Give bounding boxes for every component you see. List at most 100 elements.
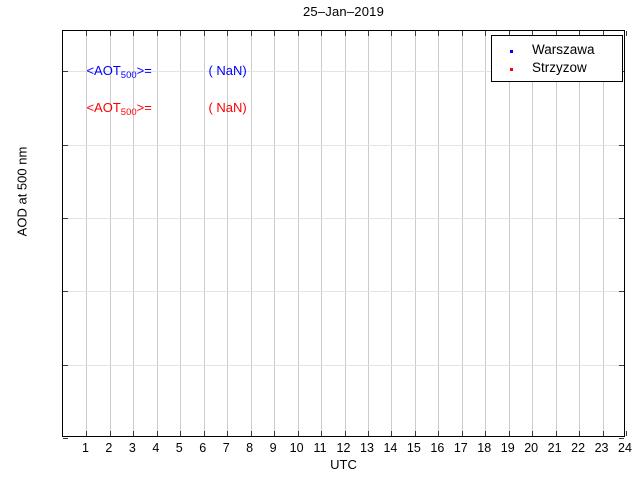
y-tick-mark-right	[619, 291, 624, 293]
x-tick-label: 12	[336, 441, 351, 455]
x-tick-label: 18	[477, 441, 492, 455]
horizontal-gridline	[63, 218, 624, 219]
vertical-gridline	[250, 31, 252, 436]
vertical-gridline	[555, 31, 557, 436]
x-tick-label: 21	[547, 441, 562, 455]
x-tick-label: 10	[289, 441, 304, 455]
legend-label: Warszawa	[532, 41, 595, 57]
horizontal-gridline	[63, 71, 624, 73]
legend-label: Strzyzow	[532, 59, 587, 75]
vertical-gridline	[109, 31, 111, 436]
annotation-prefix: <AOT	[86, 100, 121, 115]
vertical-gridline	[461, 31, 463, 436]
x-tick-mark-top	[626, 31, 627, 36]
vertical-gridline	[321, 31, 323, 436]
vertical-gridline	[579, 31, 581, 436]
x-tick-mark	[414, 431, 416, 436]
x-tick-mark-top	[274, 31, 276, 36]
x-tick-mark	[344, 431, 346, 436]
vertical-gridline	[133, 31, 135, 436]
x-tick-label: 15	[406, 441, 421, 455]
x-tick-label: 2	[105, 441, 113, 455]
x-tick-mark	[250, 431, 252, 436]
annotation-mean-label: <AOT500>=	[86, 63, 152, 80]
x-tick-mark	[532, 431, 534, 436]
x-tick-mark-top	[86, 31, 88, 36]
chart-title: 25–Jan–2019	[303, 4, 384, 19]
x-tick-mark-top	[203, 31, 205, 36]
x-tick-label: 4	[152, 441, 160, 455]
x-tick-mark-top	[344, 31, 346, 36]
x-tick-label: 22	[571, 441, 586, 455]
y-tick-mark-right	[619, 364, 624, 366]
y-tick-mark	[63, 71, 68, 73]
x-tick-mark	[367, 431, 369, 436]
vertical-gridline	[180, 31, 182, 436]
vertical-gridline	[227, 31, 229, 436]
x-tick-mark	[156, 431, 158, 436]
x-tick-mark-top	[180, 31, 182, 36]
x-tick-mark-top	[321, 31, 323, 36]
vertical-gridline	[297, 31, 299, 436]
annotation-suffix: >=	[136, 63, 152, 79]
x-tick-label: 8	[246, 441, 254, 455]
legend-box: Warszawa Strzyzow	[491, 35, 623, 82]
vertical-gridline	[156, 31, 158, 436]
vertical-gridline	[532, 31, 534, 436]
x-tick-mark	[508, 431, 510, 436]
y-tick-mark-right	[619, 438, 624, 439]
legend-dot-icon	[509, 68, 513, 71]
horizontal-gridline	[63, 364, 624, 366]
x-tick-mark	[203, 431, 205, 436]
x-tick-label: 24	[618, 441, 632, 455]
x-tick-mark	[461, 431, 463, 436]
x-tick-mark	[133, 431, 135, 436]
annotation-suffix: >=	[136, 100, 152, 115]
x-tick-mark-top	[367, 31, 369, 36]
annotation-mean-label: <AOT500>=	[86, 100, 152, 117]
x-tick-label: 17	[453, 441, 468, 455]
horizontal-gridline	[63, 144, 624, 146]
y-tick-mark-right	[619, 144, 624, 146]
x-tick-mark-top	[532, 31, 534, 36]
vertical-gridline	[602, 31, 604, 436]
vertical-gridline	[391, 31, 393, 436]
x-tick-mark	[602, 431, 604, 436]
vertical-gridline	[367, 31, 369, 436]
x-tick-label: 5	[175, 441, 183, 455]
x-tick-label: 20	[524, 441, 539, 455]
x-tick-label: 6	[199, 441, 207, 455]
x-tick-mark	[86, 431, 88, 436]
x-tick-mark	[180, 431, 182, 436]
annotation-mean-value: ( NaN)	[208, 100, 247, 115]
y-tick-mark	[63, 144, 68, 146]
horizontal-gridline	[63, 291, 624, 293]
vertical-gridline	[86, 31, 88, 436]
x-tick-mark	[626, 431, 627, 436]
x-tick-label: 14	[383, 441, 398, 455]
x-tick-mark	[321, 431, 323, 436]
y-tick-mark	[63, 291, 68, 293]
x-tick-mark-top	[461, 31, 463, 36]
x-tick-label: 23	[594, 441, 609, 455]
x-tick-mark-top	[579, 31, 581, 36]
legend-marker	[498, 40, 524, 58]
x-tick-mark-top	[414, 31, 416, 36]
x-tick-mark-top	[297, 31, 299, 36]
x-tick-mark-top	[109, 31, 111, 36]
annotation-prefix: <AOT	[86, 63, 121, 79]
x-tick-mark-top	[485, 31, 487, 36]
vertical-gridline	[274, 31, 276, 436]
legend-entry[interactable]: Warszawa	[498, 40, 616, 58]
x-tick-label: 11	[313, 441, 327, 455]
x-tick-label: 16	[430, 441, 445, 455]
x-tick-label: 7	[222, 441, 230, 455]
vertical-gridline	[414, 31, 416, 436]
y-tick-mark	[63, 438, 68, 439]
annotation-mean-value: ( NaN)	[208, 63, 247, 79]
x-tick-label: 3	[128, 441, 136, 455]
x-tick-mark-top	[133, 31, 135, 36]
x-tick-label: 9	[269, 441, 277, 455]
legend-entry[interactable]: Strzyzow	[498, 58, 616, 76]
x-tick-mark-top	[602, 31, 604, 36]
